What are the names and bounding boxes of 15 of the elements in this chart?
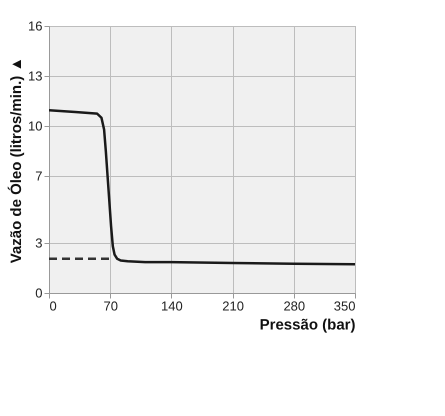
x-axis-title: Pressão (bar): [260, 316, 356, 334]
y-tick-label: 0: [35, 286, 42, 300]
y-tick-label: 7: [35, 168, 42, 184]
line-series: [49, 109, 355, 266]
x-tick-label: 70: [103, 298, 118, 314]
x-tick-label: 280: [283, 298, 306, 314]
x-tick-label: 140: [161, 298, 183, 314]
y-tick-label: 10: [28, 118, 42, 134]
x-tick-label: 0: [50, 298, 57, 314]
y-axis-title: Vazão de Óleo (litros/min.) ▲: [7, 56, 26, 264]
x-tick-label: 350: [334, 298, 356, 314]
y-tick-label: 16: [28, 18, 42, 34]
y-tick-label: 13: [28, 68, 42, 84]
y-tick-label: 3: [35, 235, 42, 250]
x-tick-label: 210: [222, 298, 244, 314]
